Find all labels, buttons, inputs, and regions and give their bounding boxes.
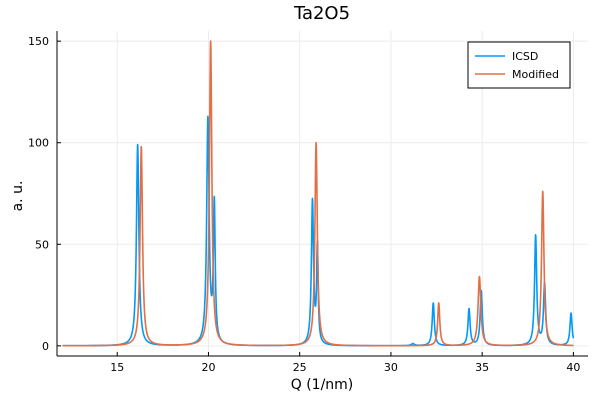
x-tick-label: 40	[566, 361, 580, 374]
x-tick-label: 25	[293, 361, 307, 374]
x-tick-label: 35	[475, 361, 489, 374]
y-axis-title: a. u.	[10, 181, 26, 212]
series-group	[61, 40, 575, 347]
y-tick-label: 100	[28, 137, 49, 150]
grid-lines	[57, 31, 588, 356]
y-tick-label: 0	[42, 340, 49, 353]
legend-label: ICSD	[512, 50, 538, 63]
series-line-modified	[61, 40, 575, 347]
y-tick-label: 150	[28, 35, 49, 48]
chart-title: Ta2O5	[293, 3, 350, 24]
x-tick-label: 15	[110, 361, 124, 374]
x-tick-label: 30	[384, 361, 398, 374]
y-tick-label: 50	[35, 238, 49, 251]
legend: ICSD Modified	[467, 41, 571, 89]
legend-box	[467, 41, 571, 89]
axes: 15 20 25 30 35 40 0 50 100 150	[28, 31, 588, 374]
x-axis-title: Q (1/nm)	[291, 377, 354, 393]
x-tick-label: 20	[201, 361, 215, 374]
legend-label: Modified	[512, 68, 559, 81]
